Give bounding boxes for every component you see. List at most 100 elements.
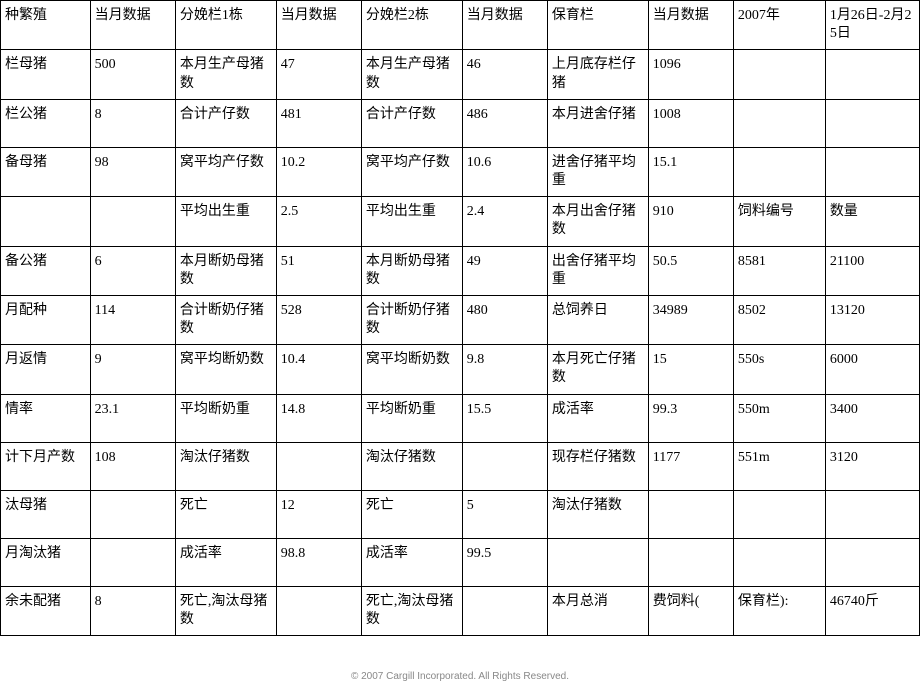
table-cell: 51: [276, 246, 361, 295]
table-row: 汰母猪死亡12死亡5淘汰仔猪数: [1, 490, 920, 538]
table-cell: 3120: [825, 442, 919, 490]
table-cell: 窝平均断奶数: [361, 345, 462, 394]
table-cell: 15: [648, 345, 733, 394]
table-cell: [547, 538, 648, 586]
table-cell: 114: [90, 295, 175, 344]
table-cell: 46: [462, 50, 547, 99]
copyright-footer: © 2007 Cargill Incorporated. All Rights …: [0, 671, 920, 682]
table-cell: 保育栏: [547, 1, 648, 50]
table-cell: 14.8: [276, 394, 361, 442]
table-cell: 本月生产母猪数: [361, 50, 462, 99]
table-cell: 10.4: [276, 345, 361, 394]
table-cell: 23.1: [90, 394, 175, 442]
table-cell: 49: [462, 246, 547, 295]
table-cell: 栏公猪: [1, 99, 91, 147]
table-cell: 47: [276, 50, 361, 99]
table-cell: 12: [276, 490, 361, 538]
table-cell: 淘汰仔猪数: [547, 490, 648, 538]
table-cell: 当月数据: [90, 1, 175, 50]
table-cell: 合计产仔数: [361, 99, 462, 147]
table-cell: [733, 490, 825, 538]
table-cell: 淘汰仔猪数: [361, 442, 462, 490]
table-cell: 现存栏仔猪数: [547, 442, 648, 490]
table-cell: 34989: [648, 295, 733, 344]
table-cell: 528: [276, 295, 361, 344]
table-cell: 余未配猪: [1, 586, 91, 635]
table-cell: 8: [90, 586, 175, 635]
table-cell: 486: [462, 99, 547, 147]
table-row: 月配种114合计断奶仔猪数528合计断奶仔猪数480总饲养日3498985021…: [1, 295, 920, 344]
table-cell: 2007年: [733, 1, 825, 50]
table-cell: 淘汰仔猪数: [175, 442, 276, 490]
table-cell: [825, 99, 919, 147]
table-cell: 备母猪: [1, 147, 91, 196]
table-cell: 6: [90, 246, 175, 295]
table-cell: 出舍仔猪平均重: [547, 246, 648, 295]
table-cell: 15.1: [648, 147, 733, 196]
table-cell: 上月底存栏仔猪: [547, 50, 648, 99]
table-cell: 9: [90, 345, 175, 394]
table-cell: 本月断奶母猪数: [175, 246, 276, 295]
table-cell: [733, 99, 825, 147]
table-cell: 总饲养日: [547, 295, 648, 344]
table-cell: [276, 586, 361, 635]
table-cell: 2.5: [276, 197, 361, 246]
table-cell: 481: [276, 99, 361, 147]
table-cell: 饲料编号: [733, 197, 825, 246]
table-cell: 成活率: [175, 538, 276, 586]
table-cell: 月淘汰猪: [1, 538, 91, 586]
table-row: 余未配猪8死亡,淘汰母猪数死亡,淘汰母猪数本月总消费饲料(保育栏):46740斤: [1, 586, 920, 635]
table-cell: 46740斤: [825, 586, 919, 635]
table-cell: 本月死亡仔猪数: [547, 345, 648, 394]
table-cell: 15.5: [462, 394, 547, 442]
table-cell: 500: [90, 50, 175, 99]
table-cell: [733, 147, 825, 196]
table-cell: 10.6: [462, 147, 547, 196]
table-cell: 99.3: [648, 394, 733, 442]
table-row: 备公猪6本月断奶母猪数51本月断奶母猪数49出舍仔猪平均重50.58581211…: [1, 246, 920, 295]
table-cell: 5: [462, 490, 547, 538]
table-cell: 成活率: [361, 538, 462, 586]
table-cell: 8581: [733, 246, 825, 295]
table-cell: 窝平均断奶数: [175, 345, 276, 394]
table-cell: 死亡,淘汰母猪数: [361, 586, 462, 635]
table-cell: 平均断奶重: [361, 394, 462, 442]
table-row: 栏公猪8合计产仔数481合计产仔数486本月进舍仔猪1008: [1, 99, 920, 147]
table-cell: 1177: [648, 442, 733, 490]
data-table: 种繁殖当月数据分娩栏1栋当月数据分娩栏2栋当月数据保育栏当月数据2007年1月2…: [0, 0, 920, 636]
table-cell: [462, 442, 547, 490]
table-cell: [1, 197, 91, 246]
table-cell: [648, 490, 733, 538]
table-cell: 死亡: [361, 490, 462, 538]
table-cell: 平均出生重: [175, 197, 276, 246]
table-row: 栏母猪500本月生产母猪数47本月生产母猪数46上月底存栏仔猪1096: [1, 50, 920, 99]
table-cell: 98: [90, 147, 175, 196]
table-cell: 窝平均产仔数: [361, 147, 462, 196]
table-cell: 8502: [733, 295, 825, 344]
table-cell: 本月进舍仔猪: [547, 99, 648, 147]
table-cell: 550s: [733, 345, 825, 394]
table-cell: 9.8: [462, 345, 547, 394]
table-cell: [825, 490, 919, 538]
table-cell: 108: [90, 442, 175, 490]
table-cell: [462, 586, 547, 635]
table-cell: 计下月产数: [1, 442, 91, 490]
table-cell: 合计产仔数: [175, 99, 276, 147]
table-cell: [825, 538, 919, 586]
table-cell: 1096: [648, 50, 733, 99]
table-cell: [825, 50, 919, 99]
table-cell: 合计断奶仔猪数: [175, 295, 276, 344]
table-cell: 当月数据: [462, 1, 547, 50]
table-cell: 1008: [648, 99, 733, 147]
table-cell: 6000: [825, 345, 919, 394]
table-cell: [733, 538, 825, 586]
table-cell: 成活率: [547, 394, 648, 442]
table-cell: 10.2: [276, 147, 361, 196]
table-cell: 死亡,淘汰母猪数: [175, 586, 276, 635]
table-cell: 13120: [825, 295, 919, 344]
table-cell: [90, 538, 175, 586]
table-cell: 栏母猪: [1, 50, 91, 99]
table-cell: 备公猪: [1, 246, 91, 295]
table-row: 种繁殖当月数据分娩栏1栋当月数据分娩栏2栋当月数据保育栏当月数据2007年1月2…: [1, 1, 920, 50]
table-cell: 平均断奶重: [175, 394, 276, 442]
